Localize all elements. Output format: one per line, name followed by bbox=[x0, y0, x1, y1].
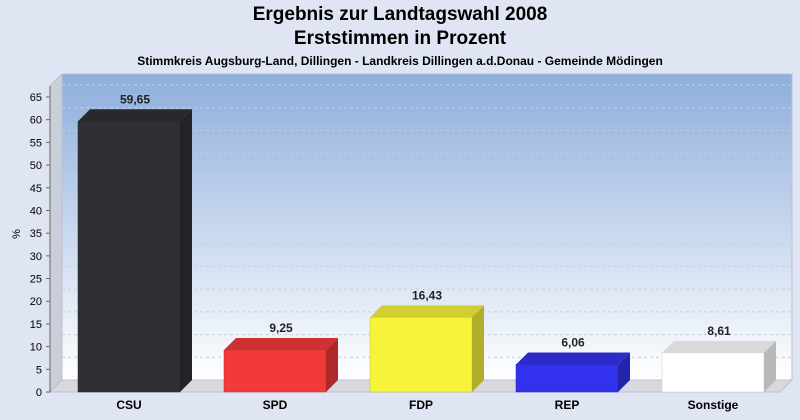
bar-sonstige bbox=[661, 352, 765, 393]
bar-fdp bbox=[369, 317, 473, 393]
data-label: 8,61 bbox=[707, 324, 731, 338]
y-tick-label: 30 bbox=[30, 251, 42, 263]
bar-top-rep bbox=[516, 352, 630, 365]
bar-top-fdp bbox=[370, 305, 484, 318]
y-tick-label: 0 bbox=[36, 387, 42, 399]
y-tick-label: 5 bbox=[36, 364, 42, 376]
x-tick-label: FDP bbox=[409, 398, 433, 412]
x-tick-label: Sonstige bbox=[688, 398, 739, 412]
data-label: 16,43 bbox=[412, 288, 442, 302]
y-tick-label: 40 bbox=[30, 205, 42, 217]
bar-spd bbox=[223, 349, 327, 393]
y-tick-label: 60 bbox=[30, 115, 42, 127]
bar-side-rep bbox=[618, 352, 630, 392]
y-tick-label: 20 bbox=[30, 296, 42, 308]
y-tick-label: 55 bbox=[30, 137, 42, 149]
y-tick-label: 25 bbox=[30, 274, 42, 286]
bar-csu bbox=[77, 121, 181, 393]
plot-side-wall bbox=[49, 72, 63, 394]
bar-top-csu bbox=[78, 109, 192, 122]
x-tick-label: CSU bbox=[116, 398, 141, 412]
y-tick-label: 10 bbox=[30, 342, 42, 354]
data-label: 6,06 bbox=[561, 335, 585, 349]
bar-side-csu bbox=[180, 109, 192, 393]
data-label: 59,65 bbox=[120, 92, 150, 106]
chart-region-caption: Stimmkreis Augsburg-Land, Dillingen - La… bbox=[137, 54, 663, 68]
y-tick-label: 65 bbox=[30, 92, 42, 104]
data-label: 9,25 bbox=[269, 321, 293, 335]
bar-top-spd bbox=[224, 338, 338, 351]
bar-side-sonstige bbox=[764, 340, 776, 392]
bar-rep bbox=[515, 364, 619, 393]
bar-top-sonstige bbox=[662, 340, 776, 353]
y-tick-label: 50 bbox=[30, 160, 42, 172]
x-tick-label: SPD bbox=[263, 398, 288, 412]
y-tick-label: 35 bbox=[30, 228, 42, 240]
y-axis-label: % bbox=[11, 229, 23, 239]
bar-side-spd bbox=[326, 338, 338, 392]
x-tick-label: REP bbox=[555, 398, 580, 412]
y-tick-label: 15 bbox=[30, 319, 42, 331]
bar-side-fdp bbox=[472, 305, 484, 392]
chart-title: Ergebnis zur Landtagswahl 2008 bbox=[252, 4, 548, 25]
y-tick-label: 45 bbox=[30, 183, 42, 195]
chart-subtitle: Erststimmen in Prozent bbox=[293, 28, 507, 49]
